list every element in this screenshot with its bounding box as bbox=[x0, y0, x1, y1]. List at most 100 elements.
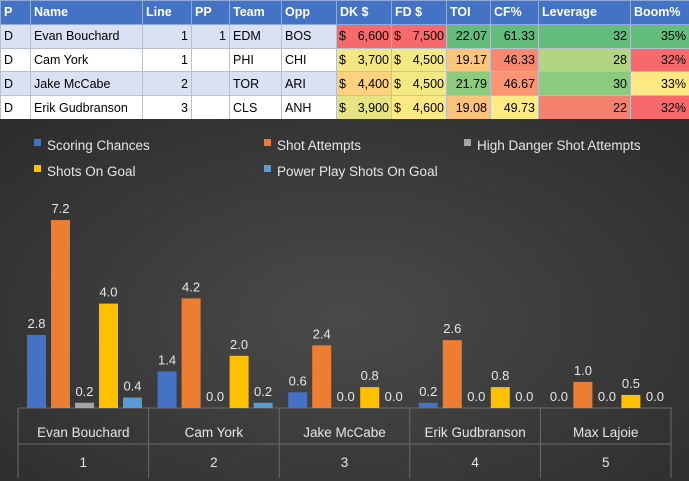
cell-team[interactable]: TOR bbox=[229, 71, 282, 97]
cell-cf-pct[interactable]: 61.33 bbox=[490, 23, 539, 49]
header-team[interactable]: Team bbox=[229, 0, 282, 25]
cell-position[interactable]: D bbox=[0, 71, 31, 97]
legend-entry[interactable]: High Danger Shot Attempts bbox=[477, 138, 641, 153]
cell-leverage[interactable]: 32 bbox=[538, 23, 631, 49]
cell-team[interactable]: CLS bbox=[229, 95, 282, 120]
data-label: 0.0 bbox=[337, 389, 355, 404]
cell-boom-pct[interactable]: 32% bbox=[630, 47, 689, 73]
bar-scoring-chances[interactable] bbox=[27, 334, 46, 408]
cell-toi[interactable]: 19.17 bbox=[446, 47, 491, 73]
cell-boom-pct[interactable]: 35% bbox=[630, 23, 689, 49]
cell-opponent[interactable]: ANH bbox=[281, 95, 337, 120]
bar-scoring-chances[interactable] bbox=[288, 392, 308, 408]
category-label: Jake McCabe bbox=[303, 425, 386, 440]
cell-line[interactable]: 2 bbox=[142, 71, 192, 97]
currency-cell: $3,700 bbox=[339, 53, 389, 67]
bar-shots-on-goal[interactable] bbox=[99, 303, 118, 408]
cell-dk-salary[interactable]: $3,700 bbox=[336, 47, 392, 73]
header-dk[interactable]: DK $ bbox=[336, 0, 392, 25]
cell-team[interactable]: PHI bbox=[229, 47, 282, 73]
cell-pp[interactable] bbox=[191, 47, 230, 73]
bar-shots-on-goal[interactable] bbox=[621, 394, 641, 408]
bar-shot-attempts[interactable] bbox=[442, 340, 462, 408]
currency-cell: $4,600 bbox=[394, 101, 444, 115]
cell-pp[interactable]: 1 bbox=[191, 23, 230, 49]
cell-line[interactable]: 1 bbox=[142, 23, 192, 49]
cell-pp[interactable] bbox=[191, 95, 230, 120]
cell-toi[interactable]: 21.79 bbox=[446, 71, 491, 97]
cell-position[interactable]: D bbox=[0, 23, 31, 49]
cell-player-name[interactable]: Jake McCabe bbox=[30, 71, 143, 97]
legend-entry[interactable]: Power Play Shots On Goal bbox=[277, 164, 438, 179]
legend-entry[interactable]: Shots On Goal bbox=[47, 164, 136, 179]
cell-pp[interactable] bbox=[191, 71, 230, 97]
cell-leverage[interactable]: 22 bbox=[538, 95, 631, 120]
cell-position[interactable]: D bbox=[0, 47, 31, 73]
cell-position[interactable]: D bbox=[0, 95, 31, 120]
bar-power-play-shots-on-goal[interactable] bbox=[253, 402, 273, 408]
legend-entry[interactable]: Scoring Chances bbox=[47, 138, 150, 153]
cell-leverage[interactable]: 28 bbox=[538, 47, 631, 73]
bar-shot-attempts[interactable] bbox=[573, 381, 593, 408]
cell-opponent[interactable]: BOS bbox=[281, 23, 337, 49]
category-group-label: 3 bbox=[341, 455, 349, 470]
cell-boom-pct[interactable]: 33% bbox=[630, 71, 689, 97]
data-label: 2.4 bbox=[313, 326, 331, 341]
bar-shot-attempts[interactable] bbox=[51, 220, 70, 408]
cell-toi[interactable]: 22.07 bbox=[446, 23, 491, 49]
cell-opponent[interactable]: ARI bbox=[281, 71, 337, 97]
cell-fd-salary[interactable]: $4,600 bbox=[391, 95, 447, 120]
header-leverage[interactable]: Leverage bbox=[538, 0, 631, 25]
table-row[interactable]: D Erik Gudbranson 3 CLS ANH $3,900 $4,600 19.08… bbox=[0, 95, 689, 120]
header-pp[interactable]: PP bbox=[191, 0, 230, 25]
currency-cell: $7,500 bbox=[394, 29, 444, 43]
cell-fd-salary[interactable]: $4,500 bbox=[391, 47, 447, 73]
bar-shots-on-goal[interactable] bbox=[360, 387, 380, 408]
bar-shots-on-goal[interactable] bbox=[229, 355, 249, 408]
currency-symbol: $ bbox=[339, 76, 346, 91]
cell-opponent[interactable]: CHI bbox=[281, 47, 337, 73]
cell-line[interactable]: 1 bbox=[142, 47, 192, 73]
currency-cell: $4,500 bbox=[394, 77, 444, 91]
currency-symbol: $ bbox=[394, 76, 401, 91]
table-row[interactable]: D Cam York 1 PHI CHI $3,700 $4,500 19.17 46.33 28… bbox=[0, 47, 689, 73]
header-name[interactable]: Name bbox=[30, 0, 143, 25]
cell-fd-salary[interactable]: $4,500 bbox=[391, 71, 447, 97]
cell-dk-salary[interactable]: $6,600 bbox=[336, 23, 392, 49]
bar-scoring-chances[interactable] bbox=[157, 371, 177, 408]
cell-fd-salary[interactable]: $7,500 bbox=[391, 23, 447, 49]
header-toi[interactable]: TOI bbox=[446, 0, 491, 25]
cell-cf-pct[interactable]: 49.73 bbox=[490, 95, 539, 120]
header-line[interactable]: Line bbox=[142, 0, 192, 25]
cell-cf-pct[interactable]: 46.67 bbox=[490, 71, 539, 97]
cell-team[interactable]: EDM bbox=[229, 23, 282, 49]
cell-boom-pct[interactable]: 32% bbox=[630, 95, 689, 120]
legend-entry[interactable]: Shot Attempts bbox=[277, 138, 361, 153]
cell-leverage[interactable]: 30 bbox=[538, 71, 631, 97]
cell-dk-salary[interactable]: $4,400 bbox=[336, 71, 392, 97]
bar-high-danger-shot-attempts[interactable] bbox=[75, 402, 94, 408]
bar-shots-on-goal[interactable] bbox=[490, 387, 510, 408]
cell-line[interactable]: 3 bbox=[142, 95, 192, 120]
bar-shot-attempts[interactable] bbox=[181, 298, 201, 408]
table-row[interactable]: D Evan Bouchard 1 1 EDM BOS $6,600 $7,500 22.07 6… bbox=[0, 23, 689, 49]
header-boom[interactable]: Boom% bbox=[630, 0, 689, 25]
header-fd[interactable]: FD $ bbox=[391, 0, 447, 25]
cell-player-name[interactable]: Cam York bbox=[30, 47, 143, 73]
bar-power-play-shots-on-goal[interactable] bbox=[123, 397, 142, 408]
header-opp[interactable]: Opp bbox=[281, 0, 337, 25]
header-p[interactable]: P bbox=[0, 0, 31, 25]
data-label: 2.6 bbox=[443, 321, 461, 336]
cell-cf-pct[interactable]: 46.33 bbox=[490, 47, 539, 73]
legend-swatch bbox=[34, 165, 41, 172]
bar-scoring-chances[interactable] bbox=[418, 402, 438, 408]
table-row[interactable]: D Jake McCabe 2 TOR ARI $4,400 $4,500 21.79 46.6… bbox=[0, 71, 689, 97]
currency-symbol: $ bbox=[394, 29, 401, 44]
cell-player-name[interactable]: Evan Bouchard bbox=[30, 23, 143, 49]
cell-dk-salary[interactable]: $3,900 bbox=[336, 95, 392, 120]
category-label: Erik Gudbranson bbox=[424, 425, 525, 440]
cell-toi[interactable]: 19.08 bbox=[446, 95, 491, 120]
bar-shot-attempts[interactable] bbox=[312, 345, 332, 408]
header-cf[interactable]: CF% bbox=[490, 0, 539, 25]
cell-player-name[interactable]: Erik Gudbranson bbox=[30, 95, 143, 120]
